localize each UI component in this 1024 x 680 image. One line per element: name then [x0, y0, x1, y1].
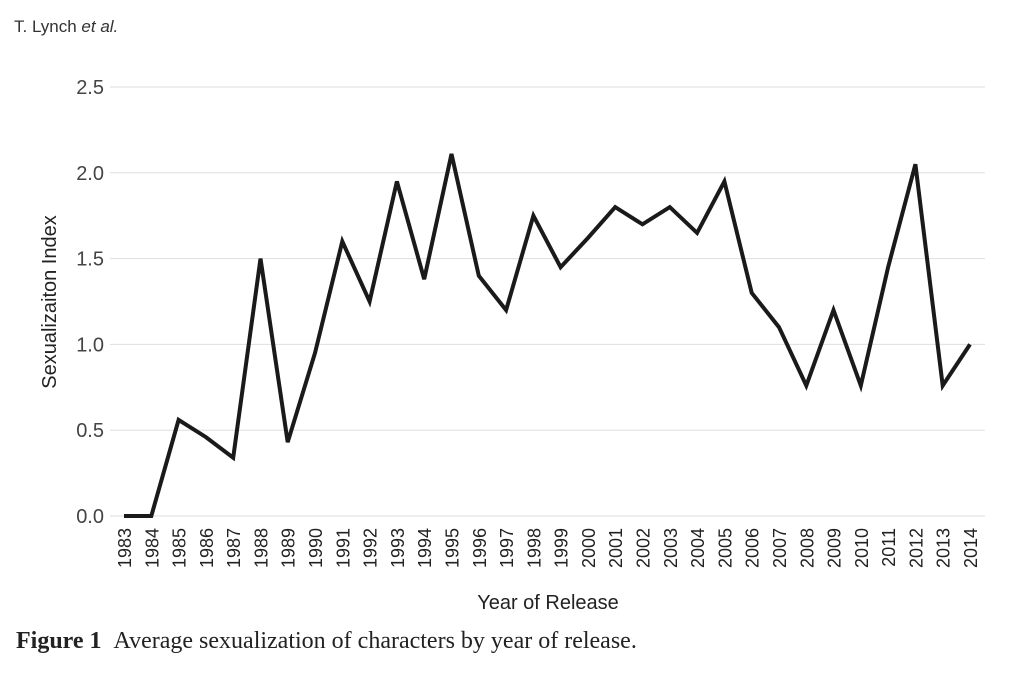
- x-tick-label: 2003: [661, 528, 681, 568]
- gridlines: [110, 86, 985, 517]
- line-chart: 0.00.51.01.52.02.5 1983 1984 1985 1986 1987 1…: [39, 77, 985, 614]
- y-tick-label: 0.5: [76, 420, 104, 442]
- x-tick-label: 1984: [142, 528, 162, 568]
- x-tick-label: 1985: [170, 528, 190, 568]
- x-tick-label: 2010: [852, 528, 872, 568]
- x-tick-label: 1989: [279, 528, 299, 568]
- x-tick-label: 2006: [743, 528, 763, 568]
- x-tick-labels: 1983 1984 1985 1986 1987 1988 1989 1990 1991 1992…: [115, 528, 981, 568]
- data-series: [124, 153, 972, 518]
- x-tick-label: 2008: [797, 528, 817, 568]
- x-tick-label: 1995: [442, 528, 462, 568]
- x-tick-label: 2007: [770, 528, 790, 568]
- x-tick-label: 1996: [470, 528, 490, 568]
- x-tick-label: 2002: [634, 528, 654, 568]
- y-tick-label: 0.0: [76, 506, 104, 528]
- series-line: [124, 153, 972, 518]
- x-axis-label: Year of Release: [477, 592, 619, 614]
- figure-caption: Figure 1 Average sexualization of charact…: [16, 628, 637, 655]
- y-tick-label: 1.0: [76, 334, 104, 356]
- x-tick-label: 2012: [906, 528, 926, 568]
- x-tick-label: 1993: [388, 528, 408, 568]
- y-tick-label: 2.0: [76, 163, 104, 185]
- x-tick-label: 1990: [306, 528, 326, 568]
- x-tick-label: 2000: [579, 528, 599, 568]
- author-text: T. Lynch: [14, 17, 77, 36]
- x-tick-label: 1988: [251, 528, 271, 568]
- x-tick-label: 2009: [825, 528, 845, 568]
- x-tick-label: 2005: [715, 528, 735, 568]
- x-tick-label: 1991: [333, 528, 353, 568]
- x-tick-label: 1987: [224, 528, 244, 568]
- x-tick-label: 2001: [606, 528, 626, 568]
- caption-text: Average sexualization of characters by y…: [113, 628, 637, 654]
- x-tick-label: 2011: [879, 528, 899, 567]
- x-tick-label: 1994: [415, 528, 435, 568]
- x-tick-label: 2013: [934, 528, 954, 568]
- running-head: T. Lynch et al.: [14, 17, 118, 37]
- x-tick-label: 2014: [961, 528, 981, 568]
- y-tick-label: 2.5: [76, 77, 104, 99]
- y-tick-labels: 0.0 0.5 1.0 1.5 2.0 2.5: [76, 77, 104, 528]
- y-tick-label: 1.5: [76, 249, 104, 271]
- x-tick-label: 1999: [552, 528, 572, 568]
- x-tick-label: 1983: [115, 528, 135, 568]
- x-tick-label: 1998: [524, 528, 544, 568]
- x-tick-label: 1992: [361, 528, 381, 568]
- x-tick-label: 2004: [688, 528, 708, 568]
- x-tick-label: 1997: [497, 528, 517, 568]
- x-tick-label: 1986: [197, 528, 217, 568]
- figure-label: Figure 1: [16, 628, 102, 654]
- etal-text: et al.: [81, 17, 119, 36]
- y-axis-label: Sexualizaiton Index: [39, 215, 61, 388]
